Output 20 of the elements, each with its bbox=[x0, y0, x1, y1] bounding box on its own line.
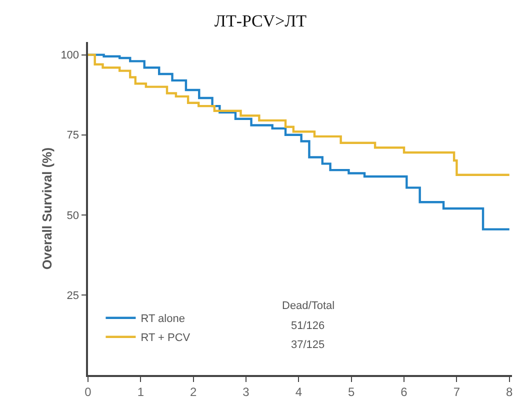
y-tick-label: 25 bbox=[66, 290, 80, 302]
x-tick-label: 8 bbox=[506, 385, 514, 400]
annotation: Dead/Total bbox=[282, 300, 335, 312]
y-tick-label: 75 bbox=[66, 130, 80, 142]
x-tick-label: 7 bbox=[453, 385, 460, 400]
y-axis-title: Overall Survival (%) bbox=[40, 147, 54, 270]
legend-label: RT alone bbox=[140, 313, 185, 326]
x-tick-label: 2 bbox=[190, 385, 197, 400]
x-tick-label: 0 bbox=[84, 385, 92, 400]
y-tick-label: 100 bbox=[60, 50, 80, 62]
y-tick-label: 50 bbox=[66, 210, 80, 222]
annotation: 51/126 bbox=[291, 320, 325, 332]
annotation: 37/125 bbox=[291, 339, 325, 351]
x-tick-label: 5 bbox=[348, 385, 356, 400]
x-tick-label: 1 bbox=[137, 385, 144, 400]
x-tick-label: 6 bbox=[400, 385, 408, 400]
x-tick-label: 4 bbox=[295, 385, 302, 400]
chart-title: ЛТ-PCV>ЛТ bbox=[214, 12, 308, 31]
legend-label: RT + PCV bbox=[140, 332, 191, 344]
x-tick-label: 3 bbox=[242, 385, 250, 400]
